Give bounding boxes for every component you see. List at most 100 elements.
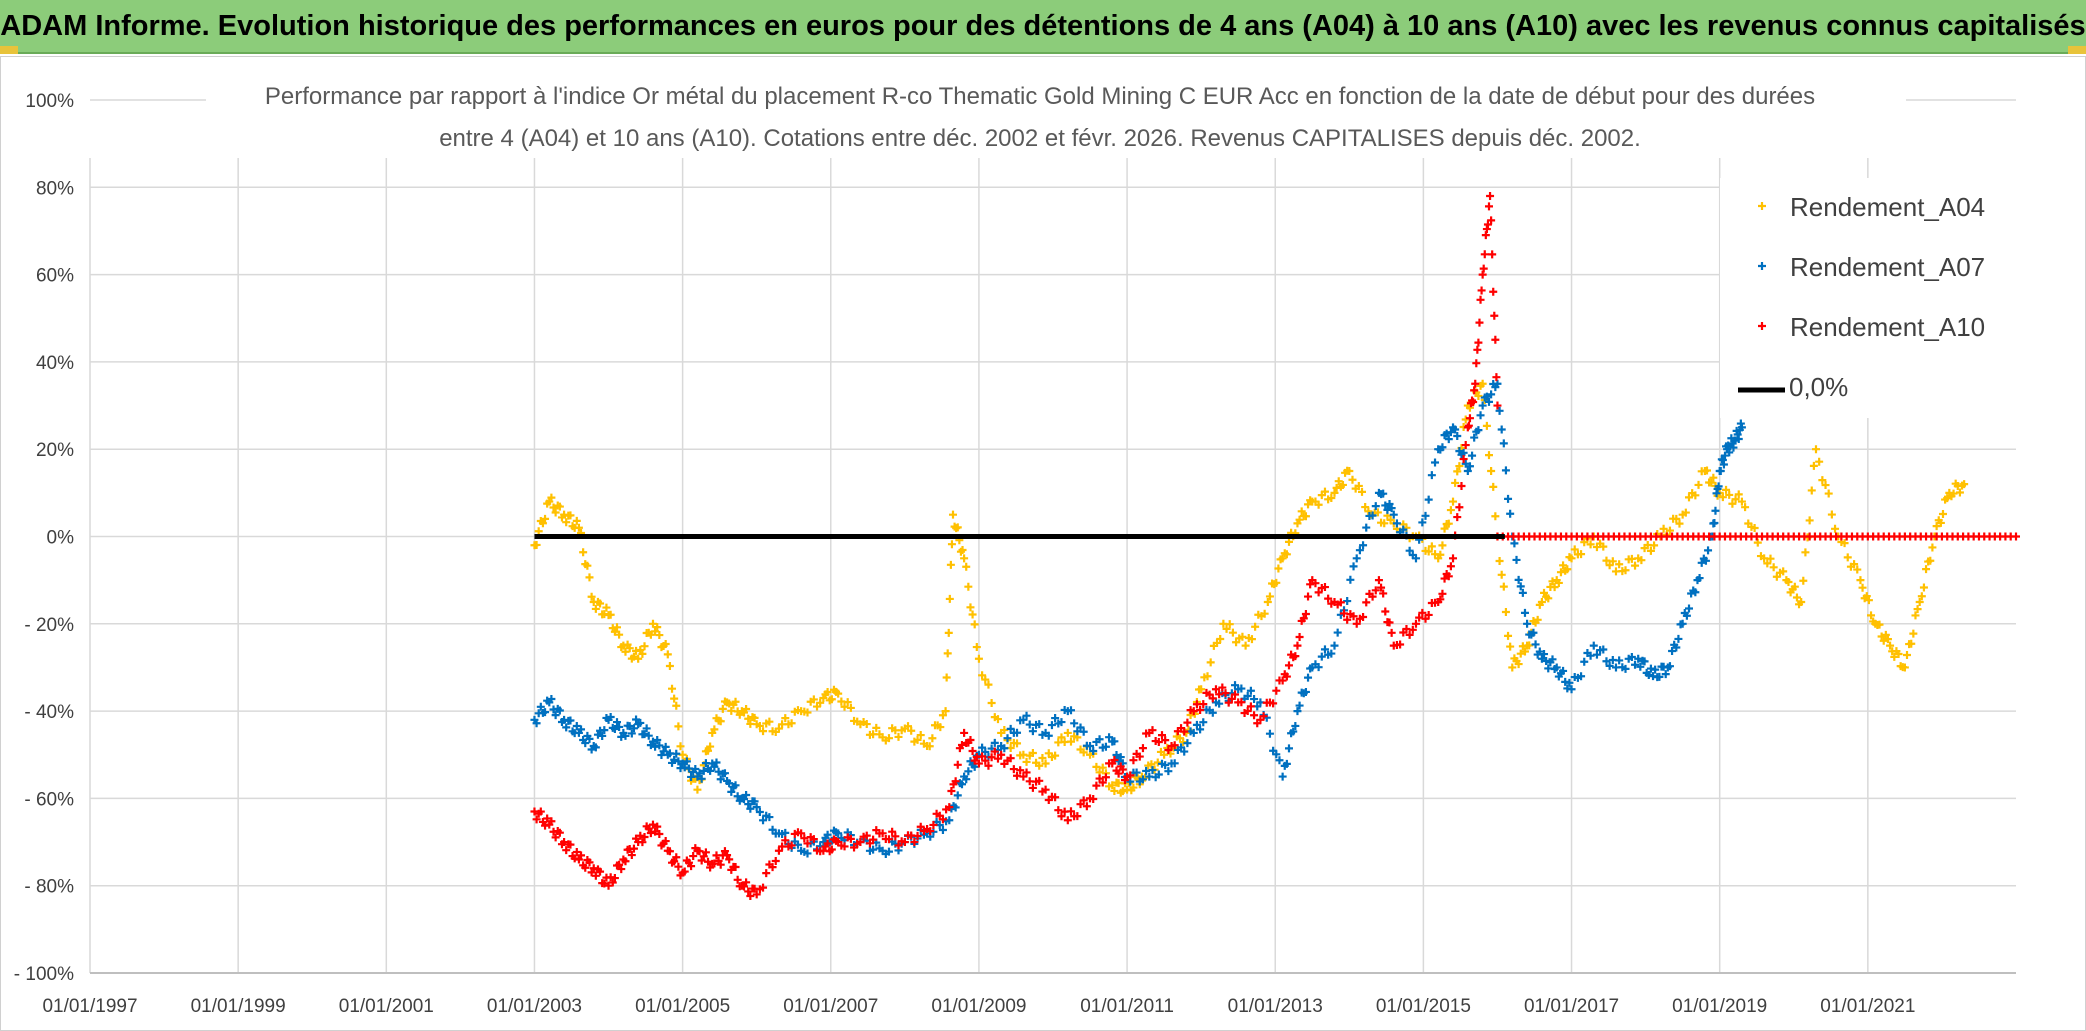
- data-point-fill: [1199, 718, 1208, 727]
- data-point-fill: [938, 825, 947, 834]
- data-point-fill: [1685, 604, 1693, 613]
- data-point-fill: [1314, 588, 1323, 597]
- data-point-fill: [572, 722, 581, 731]
- data-point-fill: [674, 757, 683, 766]
- data-point-fill: [1148, 766, 1157, 775]
- data-point-fill: [1490, 311, 1499, 320]
- data-point: [1960, 480, 1969, 489]
- x-tick-label: 01/01/2013: [1228, 996, 1323, 1017]
- data-point: [1019, 772, 1028, 781]
- data-point-fill: [762, 869, 771, 878]
- data-point-fill: [1495, 556, 1504, 565]
- data-point-fill: [625, 644, 634, 653]
- x-tick-label: 01/01/2005: [635, 996, 730, 1017]
- data-point-fill: [1089, 747, 1098, 756]
- data-point-fill: [1879, 636, 1888, 645]
- data-point-fill: [1720, 451, 1729, 460]
- data-point-fill: [1314, 500, 1323, 509]
- data-point-fill: [803, 839, 812, 848]
- data-point-fill: [1476, 411, 1485, 420]
- data-point-fill: [659, 747, 668, 756]
- data-point-fill: [944, 628, 953, 637]
- data-point-fill: [1913, 605, 1922, 614]
- data-point-fill: [1928, 543, 1937, 552]
- x-tick-label: 01/01/2015: [1376, 996, 1471, 1017]
- data-point-fill: [846, 834, 855, 843]
- data-point-fill: [1455, 462, 1464, 471]
- data-point-fill: [1206, 658, 1215, 667]
- data-point-fill: [615, 860, 624, 869]
- data-point-fill: [1110, 737, 1119, 746]
- data-point-fill: [964, 582, 973, 591]
- data-point-fill: [1405, 630, 1414, 639]
- data-point-fill: [1922, 565, 1931, 574]
- data-point-fill: [1250, 711, 1259, 720]
- data-point-fill: [746, 892, 755, 901]
- data-point-fill: [787, 719, 796, 728]
- data-point-fill: [1338, 480, 1347, 489]
- data-point-fill: [1580, 657, 1589, 666]
- data-point-fill: [555, 706, 564, 715]
- data-point-fill: [591, 871, 600, 880]
- data-point-fill: [653, 623, 662, 632]
- data-point-fill: [1299, 614, 1308, 623]
- data-point-fill: [1438, 541, 1447, 550]
- data-point-fill: [1006, 724, 1015, 733]
- x-tick-label: 01/01/2003: [487, 996, 582, 1017]
- data-point-fill: [759, 883, 768, 892]
- data-point-fill: [1009, 765, 1018, 774]
- y-tick-label: - 40%: [24, 702, 74, 723]
- data-point-fill: [1265, 729, 1274, 738]
- data-point: [1537, 597, 1546, 606]
- data-point-fill: [1903, 650, 1911, 659]
- data-point: [797, 829, 806, 838]
- data-point-fill: [1615, 656, 1624, 665]
- data-point-fill: [869, 835, 878, 844]
- data-point-fill: [572, 516, 581, 525]
- data-point-fill: [1227, 694, 1236, 703]
- data-point-fill: [1247, 635, 1256, 644]
- data-point-fill: [640, 833, 649, 842]
- data-point-fill: [1295, 515, 1304, 524]
- data-point-fill: [1371, 586, 1380, 595]
- data-point-fill: [646, 829, 655, 838]
- chart-title-line-2: entre 4 (A04) et 10 ans (A10). Cotations…: [439, 125, 1641, 152]
- data-point-fill: [966, 736, 975, 745]
- data-point-fill: [1153, 758, 1162, 767]
- data-point-fill: [1170, 741, 1179, 750]
- data-point-fill: [1702, 466, 1711, 475]
- data-point-fill: [1512, 555, 1521, 564]
- data-point-fill: [1306, 580, 1315, 589]
- data-point-fill: [1343, 597, 1352, 606]
- data-point-fill: [1605, 661, 1614, 670]
- data-point-fill: [1769, 563, 1778, 572]
- data-point-fill: [744, 800, 753, 809]
- data-point-fill: [916, 822, 925, 831]
- data-point-fill: [640, 730, 649, 739]
- data-point-fill: [587, 868, 596, 877]
- data-point-fill: [809, 835, 818, 844]
- data-point-fill: [706, 742, 715, 751]
- data-point-fill: [697, 774, 706, 783]
- data-point-fill: [953, 523, 962, 532]
- data-point-fill: [1516, 649, 1525, 658]
- data-point-fill: [1734, 434, 1743, 443]
- data-point-fill: [1000, 726, 1009, 735]
- data-point-fill: [1485, 202, 1493, 211]
- data-point-fill: [615, 630, 624, 639]
- data-point-fill: [1317, 652, 1326, 661]
- data-point-fill: [583, 561, 592, 570]
- data-point-fill: [1138, 744, 1147, 753]
- data-point-fill: [1529, 628, 1538, 637]
- data-point-fill: [532, 815, 541, 824]
- data-point: [1737, 497, 1746, 506]
- data-point-fill: [1548, 655, 1557, 664]
- data-point-fill: [771, 857, 780, 866]
- data-point: [1278, 554, 1287, 563]
- data-point-fill: [1028, 783, 1037, 792]
- data-point-fill: [1453, 467, 1462, 476]
- data-point-fill: [551, 508, 560, 517]
- data-point-fill: [978, 752, 987, 761]
- data-point-fill: [1488, 250, 1497, 259]
